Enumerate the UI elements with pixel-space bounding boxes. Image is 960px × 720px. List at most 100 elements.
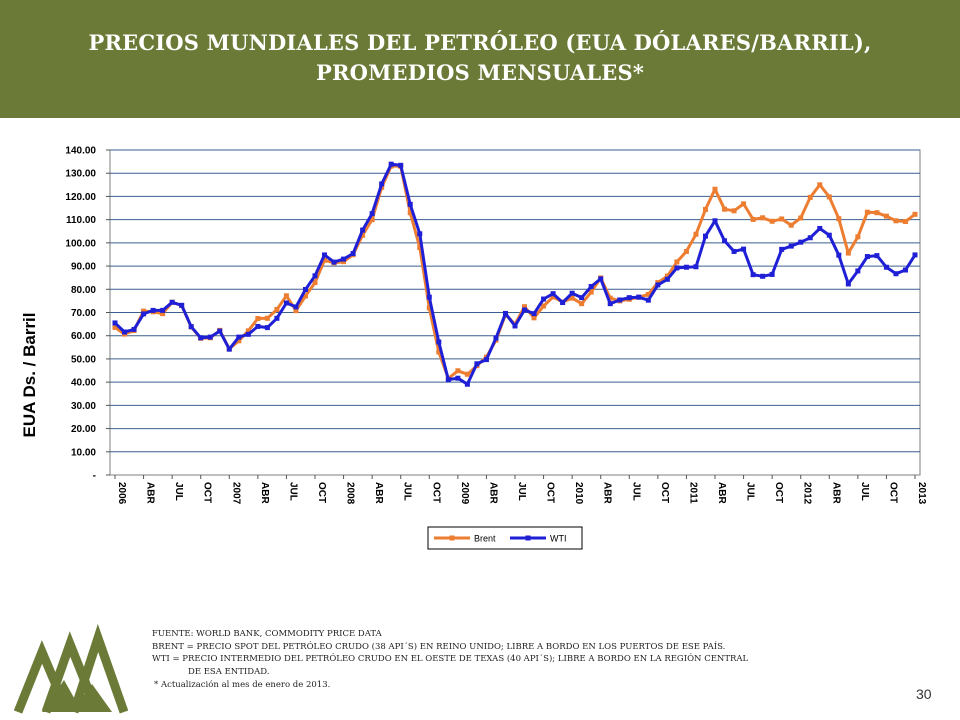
y-tick-label: - (93, 471, 96, 482)
data-point-brent (255, 316, 261, 322)
data-point-wti (607, 301, 613, 307)
data-point-brent (836, 216, 842, 222)
page-number: 30 (916, 686, 932, 702)
data-point-brent (274, 306, 280, 312)
series-line-brent (114, 164, 916, 380)
data-point-wti (388, 161, 394, 167)
x-tick-label: ABR (602, 482, 613, 504)
data-point-wti (731, 248, 737, 254)
x-tick-label: ABR (487, 482, 498, 504)
data-point-wti (483, 357, 489, 363)
data-point-brent (760, 215, 766, 221)
data-point-wti (502, 310, 508, 316)
data-point-brent (236, 338, 242, 344)
data-point-brent (607, 295, 613, 301)
data-point-wti (179, 302, 185, 308)
y-tick-label: 110.00 (66, 215, 96, 226)
data-point-wti (112, 320, 118, 326)
legend-label-brent: Brent (474, 534, 496, 544)
data-point-wti (664, 276, 670, 282)
data-point-wti (836, 252, 842, 258)
x-tick-label: OCT (430, 482, 441, 503)
data-point-brent (531, 315, 537, 321)
data-point-brent (864, 209, 870, 215)
y-tick-label: 80.00 (71, 285, 96, 296)
data-point-wti (845, 281, 851, 287)
data-point-wti (464, 381, 470, 387)
data-point-brent (407, 210, 413, 216)
data-point-wti (702, 233, 708, 239)
note-wti-continued: DE ESA ENTIDAD. (188, 666, 270, 677)
data-point-wti (236, 334, 242, 340)
data-point-wti (531, 311, 537, 317)
data-point-brent (664, 273, 670, 279)
legend-marker-brent (449, 535, 455, 541)
data-point-brent (779, 216, 785, 222)
data-point-wti (207, 334, 213, 340)
data-point-wti (474, 361, 480, 367)
data-point-wti (160, 307, 166, 313)
data-point-brent (417, 245, 423, 250)
x-tick-label: OCT (887, 482, 898, 503)
x-tick-label: JUL (745, 482, 756, 501)
data-point-wti (341, 256, 347, 262)
data-point-brent (283, 293, 289, 299)
data-point-brent (788, 222, 794, 228)
data-point-wti (779, 246, 785, 252)
data-point-brent (264, 315, 270, 321)
y-tick-label: 40.00 (71, 378, 96, 389)
data-point-brent (769, 218, 775, 224)
data-point-wti (636, 294, 642, 300)
data-point-wti (445, 377, 451, 383)
data-point-wti (360, 227, 366, 233)
data-point-brent (436, 349, 442, 355)
data-point-brent (293, 308, 299, 314)
x-tick-label: OCT (202, 482, 213, 503)
data-point-brent (579, 301, 585, 307)
legend-label-wti: WTI (550, 534, 567, 544)
x-tick-label: ABR (145, 482, 156, 504)
data-point-wti (893, 271, 899, 277)
x-tick-label: ABR (259, 482, 270, 504)
data-point-wti (293, 304, 299, 310)
data-point-brent (522, 304, 528, 310)
data-point-wti (217, 328, 223, 334)
data-point-wti (598, 276, 604, 282)
note-brent: BRENT = PRECIO SPOT DEL PETRÓLEO CRUDO (… (152, 641, 726, 652)
x-tick-label: 2008 (345, 482, 356, 505)
data-point-brent (817, 182, 823, 188)
data-point-wti (274, 315, 280, 321)
data-point-wti (569, 290, 575, 296)
slide-title: PRECIOS MUNDIALES DEL PETRÓLEO (EUA DÓLA… (40, 28, 920, 88)
data-point-wti (522, 307, 528, 313)
x-tick-label: OCT (659, 482, 670, 503)
x-tick-label: ABR (830, 482, 841, 504)
data-point-wti (255, 323, 261, 329)
data-point-wti (722, 238, 728, 244)
data-point-wti (817, 225, 823, 231)
data-point-brent (722, 206, 728, 212)
data-point-wti (674, 265, 680, 271)
note-footnote: * Actualización al mes de enero de 2013. (154, 680, 331, 690)
x-tick-label: 2013 (916, 482, 927, 505)
data-point-wti (902, 267, 908, 273)
data-point-brent (798, 215, 804, 221)
organization-logo-icon (13, 624, 129, 714)
data-point-brent (693, 231, 699, 237)
data-point-brent (645, 291, 651, 297)
data-point-brent (160, 311, 166, 317)
y-tick-label: 60.00 (71, 331, 96, 342)
legend-marker-wti (525, 535, 531, 541)
data-point-wti (188, 324, 194, 330)
note-wti: WTI = PRECIO INTERMEDIO DEL PETRÓLEO CRU… (152, 654, 749, 664)
data-point-wti (226, 346, 232, 352)
data-point-wti (655, 282, 661, 288)
data-point-brent (893, 218, 899, 224)
data-point-wti (741, 246, 747, 252)
data-point-brent (741, 201, 747, 207)
data-point-wti (369, 211, 375, 217)
data-point-brent (541, 303, 547, 309)
data-point-wti (417, 231, 423, 237)
x-tick-label: 2010 (573, 482, 584, 505)
data-point-wti (150, 307, 156, 313)
